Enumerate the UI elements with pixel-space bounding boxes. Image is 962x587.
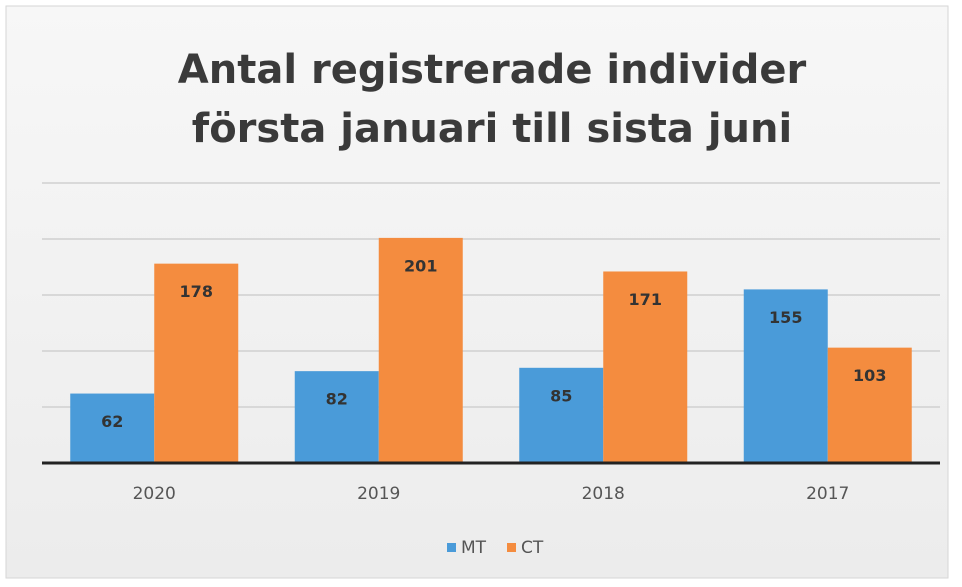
x-tick-label: 2017: [806, 484, 849, 504]
data-label: 155: [769, 308, 802, 327]
data-label: 82: [326, 390, 348, 409]
legend-swatch: [507, 543, 516, 552]
bar: [70, 393, 155, 463]
chart-title: Antal registrerade individer: [178, 47, 807, 93]
data-label: 171: [629, 290, 662, 309]
x-tick-label: 2019: [357, 484, 400, 504]
bar: [519, 367, 604, 463]
legend-label: CT: [521, 538, 544, 558]
bar: [827, 347, 912, 463]
bar: [154, 263, 239, 463]
legend-swatch: [447, 543, 456, 552]
bar: [378, 237, 463, 463]
bar: [603, 271, 688, 463]
bar: [743, 289, 828, 463]
bar: [294, 371, 379, 463]
x-tick-label: 2020: [133, 484, 176, 504]
data-label: 178: [180, 282, 213, 301]
data-label: 103: [853, 366, 886, 385]
data-label: 201: [404, 256, 437, 275]
legend-label: MT: [461, 538, 487, 558]
chart-title: första januari till sista juni: [192, 106, 792, 152]
data-label: 85: [550, 386, 572, 405]
data-label: 62: [101, 412, 123, 431]
x-tick-label: 2018: [582, 484, 625, 504]
